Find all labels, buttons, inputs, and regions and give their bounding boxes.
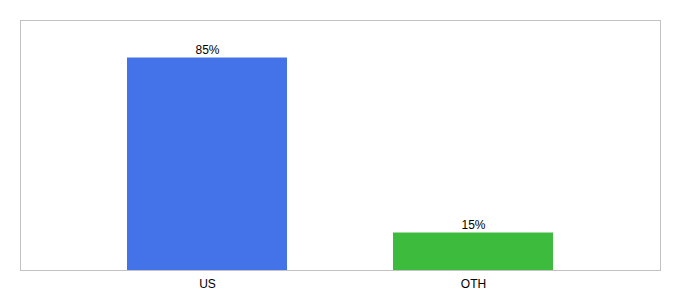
svg-text:US: US: [199, 277, 216, 291]
svg-text:15%: 15%: [461, 218, 485, 232]
svg-text:85%: 85%: [195, 43, 219, 57]
svg-text:OTH: OTH: [461, 277, 486, 291]
